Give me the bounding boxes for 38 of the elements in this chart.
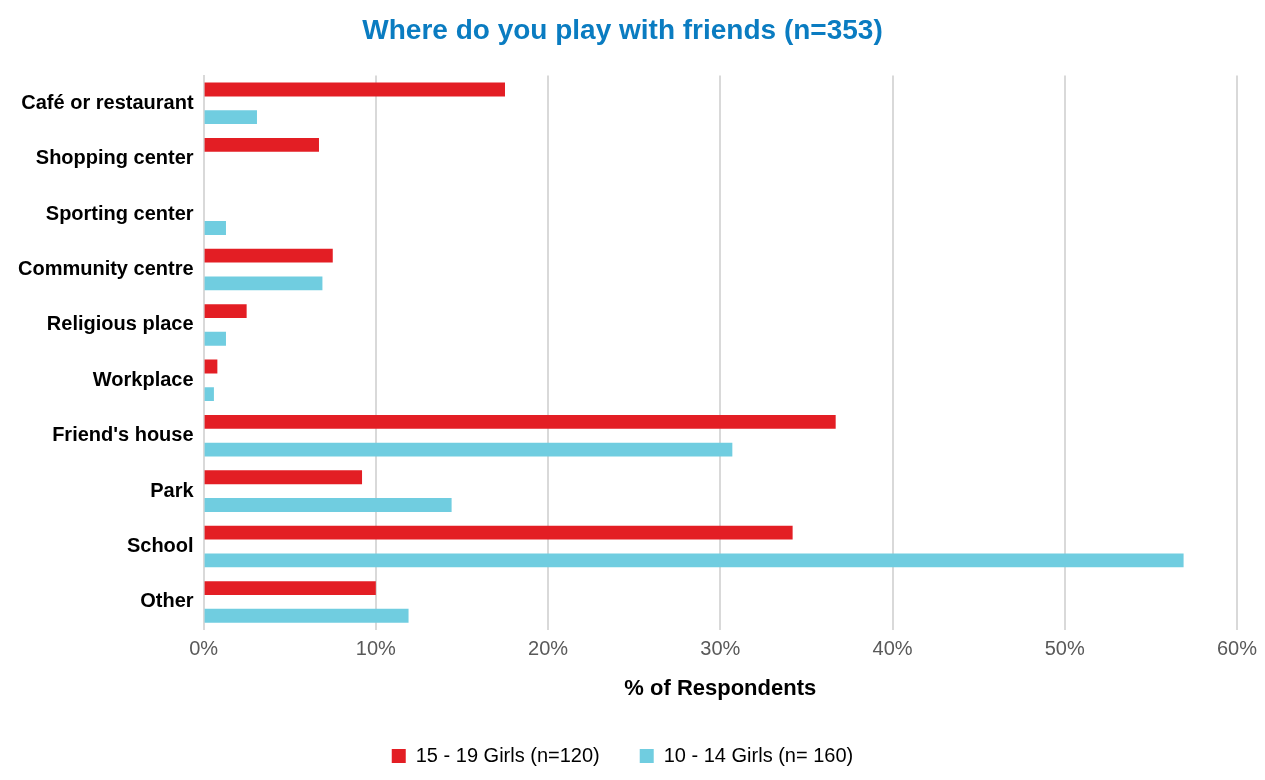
- y-tick-label: Friend's house: [52, 423, 194, 446]
- bar: [204, 331, 226, 346]
- bar: [204, 110, 257, 125]
- bar: [204, 470, 363, 485]
- x-tick-label: 0%: [189, 637, 219, 660]
- bar: [204, 608, 409, 623]
- x-tick-label: 40%: [872, 637, 913, 660]
- legend-label: 15 - 19 Girls (n=120): [415, 743, 600, 766]
- bar: [204, 137, 319, 152]
- x-tick-label: 60%: [1216, 637, 1258, 660]
- bar: [204, 581, 376, 595]
- y-tick-label: Workplace: [92, 367, 194, 390]
- chart-title: Where do you play with friends (n=353): [362, 13, 883, 45]
- x-tick-label: 20%: [528, 637, 569, 660]
- bar: [204, 525, 793, 540]
- bar: [204, 82, 505, 97]
- x-tick-label: 50%: [1044, 637, 1085, 660]
- y-tick-label: Park: [150, 478, 195, 501]
- bar: [204, 387, 214, 402]
- bar: [204, 248, 333, 263]
- bar: [204, 498, 452, 512]
- y-tick-label: Religious place: [46, 312, 194, 335]
- y-tick-label: School: [126, 534, 194, 557]
- bar: [204, 304, 247, 318]
- y-tick-label: Shopping center: [35, 146, 194, 169]
- x-tick-label: 30%: [700, 637, 741, 660]
- x-tick-label: 10%: [355, 637, 397, 660]
- y-tick-label: Community centre: [17, 257, 194, 280]
- bar: [204, 276, 323, 291]
- y-tick-label: Sporting center: [45, 201, 194, 224]
- bar: [204, 553, 1184, 568]
- bar: [204, 414, 836, 429]
- legend-label: 10 - 14 Girls (n= 160): [663, 743, 854, 766]
- y-tick-label: Café or restaurant: [21, 90, 194, 113]
- bar: [204, 221, 226, 235]
- bar: [204, 442, 733, 457]
- x-axis-title: % of Respondents: [624, 674, 817, 700]
- y-tick-label: Other: [140, 589, 194, 612]
